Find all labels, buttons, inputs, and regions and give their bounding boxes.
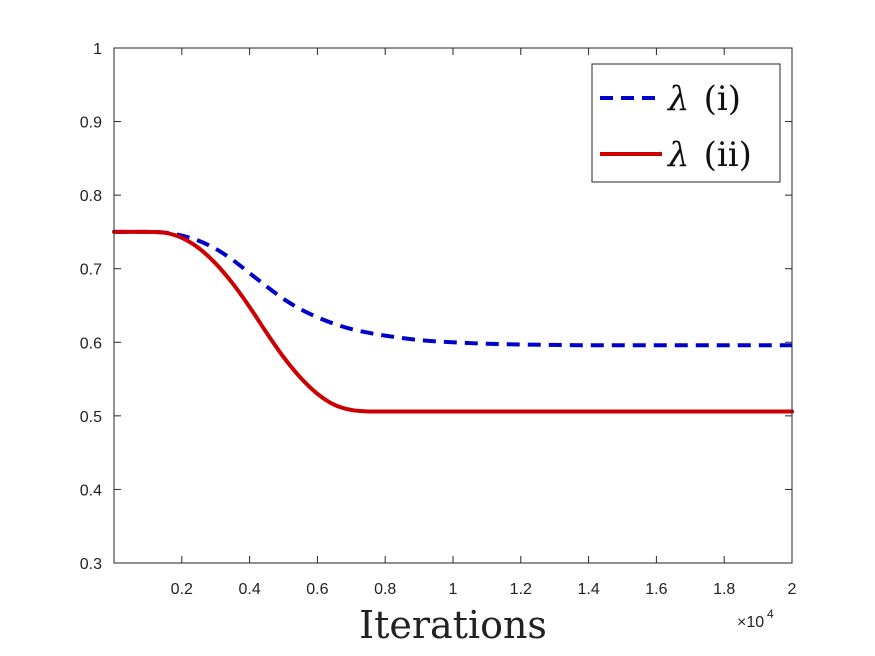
series-line-1 <box>113 229 792 348</box>
legend-suffix: (ii) <box>704 135 752 175</box>
x-tick-label: 0.4 <box>238 581 260 598</box>
x-exponent-base: ×10 <box>737 614 764 631</box>
y-tick-label: 0.5 <box>80 409 102 426</box>
legend-lambda-symbol: λ <box>666 135 690 175</box>
legend-lambda-symbol: λ <box>666 79 690 119</box>
x-tick-label: 1.2 <box>510 581 532 598</box>
legend-label-2: λ (ii) <box>666 135 752 175</box>
y-tick-label: 0.9 <box>80 115 102 132</box>
x-exponent-power: 4 <box>767 607 774 621</box>
x-tick-label: 1.8 <box>713 581 735 598</box>
x-tick-label: 1.6 <box>645 581 667 598</box>
x-tick-label: 0.2 <box>171 581 193 598</box>
y-tick-label: 0.8 <box>80 188 102 205</box>
x-tick-label: 0.8 <box>374 581 396 598</box>
legend: λ (i) λ (ii) <box>591 63 781 183</box>
x-tick-label: 1 <box>449 581 458 598</box>
axes-layer: 0.2 0.4 0.6 0.8 1 1.2 1.4 1.6 1.8 2 0.3 0.4 0.5 0.6 0.… <box>80 41 797 598</box>
x-tick-label: 2 <box>788 581 797 598</box>
x-exponent: ×10 4 <box>737 607 774 631</box>
y-tick-label: 1 <box>93 41 102 58</box>
legend-label-1: λ (i) <box>666 79 741 119</box>
y-tick-label: 0.7 <box>80 262 102 279</box>
x-axis-label: Iterations <box>359 603 547 647</box>
y-tick-label: 0.3 <box>80 556 102 573</box>
y-tick-label: 0.4 <box>80 482 102 499</box>
legend-suffix: (i) <box>704 79 741 119</box>
series-line-2 <box>112 229 794 414</box>
x-tick-label: 1.4 <box>577 581 599 598</box>
x-tick-label: 0.6 <box>306 581 328 598</box>
legend-box <box>591 63 781 183</box>
y-tick-label: 0.6 <box>80 335 102 352</box>
series-layer <box>112 229 794 414</box>
